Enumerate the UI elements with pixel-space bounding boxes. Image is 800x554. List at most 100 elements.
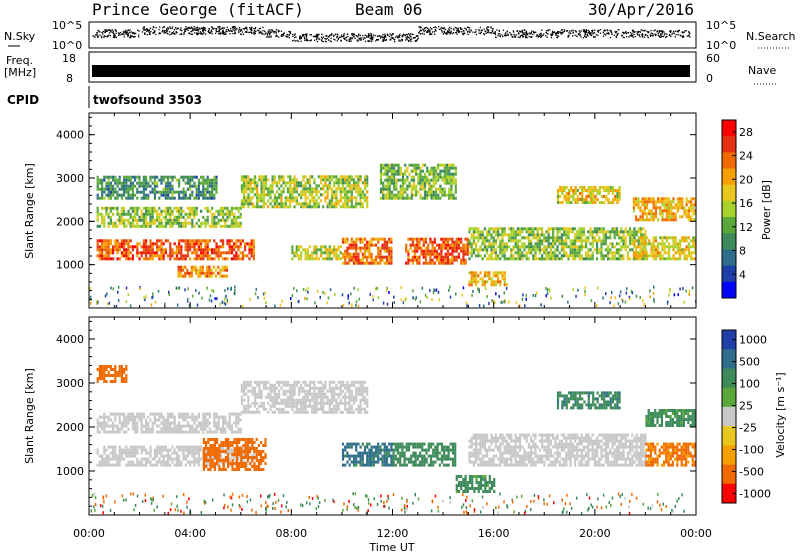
heatmap-cell [443,175,446,179]
nsky-point [340,39,342,42]
heatmap-cell [191,190,194,194]
heatmap-cell [101,251,104,255]
nsky-point [363,37,365,39]
heatmap-cell [237,209,240,213]
heatmap-cell [140,215,143,219]
heatmap-cell [532,248,535,252]
nsky-point [664,36,667,38]
heatmap-cell [641,254,644,258]
nsky-point [329,34,331,36]
heatmap-cell [213,239,216,243]
heatmap-cell [569,227,572,231]
heatmap-cell [308,175,312,179]
heatmap-cell [313,251,316,255]
nsky-point [169,34,171,36]
nsky-point [200,32,202,34]
heatmap-cell [574,239,577,243]
heatmap-cell [98,248,101,252]
heatmap-cell [136,187,139,191]
nsky-point [262,29,264,32]
nsky-point [413,37,415,39]
heatmap-cell [328,202,331,206]
nsky-point [112,36,115,38]
nsky-point [267,36,269,38]
heatmap-cell [672,197,675,201]
heatmap-cell [448,196,451,200]
nsky-point [491,29,494,32]
heatmap-cell [206,209,209,213]
heatmap-cell [215,221,218,225]
nsky-point [416,35,419,37]
heatmap-cell [162,193,165,197]
heatmap-cell [206,206,209,210]
heatmap-cell [180,215,183,219]
heatmap-cell [228,224,231,228]
heatmap-cell [650,251,653,255]
heatmap-cell [470,277,473,281]
heatmap-cell [384,172,387,176]
heatmap-cell [167,193,170,197]
heatmap-cell [646,236,649,240]
heatmap-cell [591,245,594,249]
heatmap-cell [357,190,360,194]
heatmap-cell [206,215,209,219]
nsky-point [300,36,302,38]
nsky-point [636,31,638,33]
heatmap-cell [443,163,446,167]
nsky-point [288,30,290,33]
heatmap-cell [164,209,167,213]
heatmap-cell [565,236,568,240]
heatmap-cell [659,251,662,255]
nsky-point [632,35,634,37]
heatmap-cell [337,248,340,252]
heatmap-cell [239,221,242,225]
heatmap-cell [105,254,108,258]
nsky-point [129,32,131,34]
heatmap-cell [591,242,594,246]
heatmap-cell [504,300,507,304]
nsky-point [218,27,220,30]
nsky-point [429,32,431,34]
heatmap-cell [282,190,285,194]
heatmap-cell [162,175,165,179]
heatmap-cell [142,175,145,179]
heatmap-cell [406,175,409,179]
heatmap-cell [578,198,582,201]
heatmap-cell [145,221,148,225]
heatmap-cell [308,205,312,209]
heatmap-cell [129,184,132,188]
heatmap-cell [554,248,557,252]
heatmap-cell [286,205,290,209]
nsky-point [630,35,632,37]
nsky-point [107,29,109,31]
heatmap-cell [219,251,222,255]
heatmap-cell [346,205,349,209]
heatmap-cell [479,271,482,275]
heatmap-cell [173,175,176,179]
heatmap-cell [317,257,320,261]
nsky-point [615,35,617,37]
heatmap-cell [481,233,484,237]
heatmap-cell [215,248,218,252]
heatmap-cell [615,257,618,261]
heatmap-cell [654,245,657,249]
nsky-point [490,26,492,28]
heatmap-cell [211,224,214,228]
nsky-point [531,30,533,32]
heatmap-cell [545,254,548,258]
heatmap-cell [615,227,618,231]
nsky-point [97,30,99,32]
heatmap-cell [156,218,159,222]
heatmap-cell [569,251,572,255]
heatmap-cell [190,268,193,272]
heatmap-cell [116,239,119,243]
heatmap-cell [96,224,99,228]
nave-tick-low: 0 [706,72,713,85]
heatmap-cell [643,209,646,213]
nsky-point [351,37,353,39]
heatmap-cell [413,249,417,253]
nsky-point [144,29,147,31]
heatmap-cell [409,246,412,250]
heatmap-cell [646,242,649,246]
